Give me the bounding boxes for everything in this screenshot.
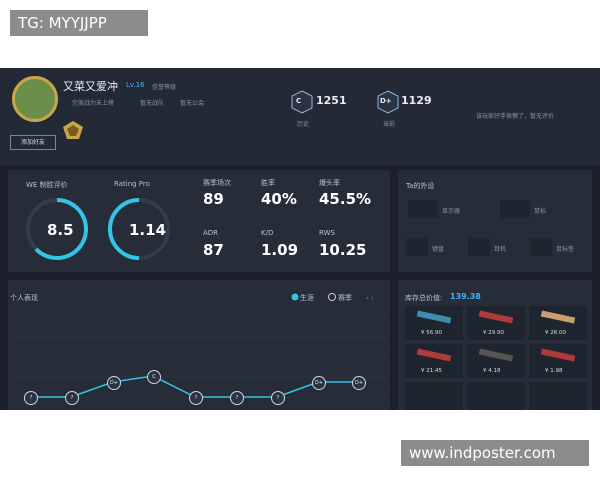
item-price: ¥ 21.45	[421, 368, 442, 374]
peripheral-image	[500, 200, 530, 218]
rank-icon	[377, 90, 399, 114]
rank-point: D+	[312, 376, 326, 390]
stat-label: RWS	[319, 229, 335, 237]
stat-value: 89	[203, 190, 224, 208]
legend-label[interactable]: 赛季	[338, 294, 352, 302]
stat-label: ADR	[203, 229, 219, 237]
rank-icon	[291, 90, 313, 114]
item-price: ¥ 26.00	[545, 330, 566, 336]
stat-label: 赛季场次	[203, 179, 231, 187]
peripheral-image	[408, 200, 438, 218]
item-card	[467, 306, 525, 340]
peripheral-label: 键盘	[432, 246, 445, 253]
credit-label: 信誉等级	[152, 84, 177, 91]
peripheral-image	[468, 238, 490, 256]
watermark: www.indposter.com	[401, 440, 589, 466]
item-card	[529, 306, 587, 340]
item-card	[529, 382, 587, 410]
peripheral-image	[406, 238, 428, 256]
gauge-value: 1.14	[129, 221, 167, 239]
peripheral-label: 显示器	[442, 208, 461, 215]
item-card	[405, 382, 463, 410]
performance-title: 个人表现	[10, 294, 38, 302]
rank-point: ?	[65, 391, 79, 405]
inventory-title: 库存总价值:	[405, 294, 443, 302]
review: 该玩家好手很懒了，暂无评价	[476, 113, 555, 120]
gauge-label: Rating Pro	[114, 180, 150, 188]
item-card	[405, 306, 463, 340]
inventory-total: 139.38	[450, 292, 481, 301]
gauge-value: 8.5	[47, 221, 74, 239]
add-friend-button[interactable]: 添加好友	[10, 135, 56, 150]
avatar	[12, 76, 58, 122]
rank-point: D+	[352, 376, 366, 390]
item-card	[467, 344, 525, 378]
rank-point: ?	[271, 391, 285, 405]
item-price: ¥ 1.98	[545, 368, 563, 374]
watermark: TG: MYYJJPP	[10, 10, 148, 36]
peripheral-label: 鼠标垫	[556, 246, 575, 253]
legend-label[interactable]: 生涯	[300, 294, 314, 302]
gauge-label: WE 制胜评价	[26, 181, 68, 189]
tag: 完美战力未上榜	[72, 100, 115, 107]
item-card	[529, 344, 587, 378]
svg-text:‹ ›: ‹ ›	[366, 294, 374, 302]
stat-value: 40%	[261, 190, 297, 208]
stat-value: 87	[203, 241, 224, 259]
tag: 暂无公会	[180, 100, 205, 107]
rank-point: C	[147, 370, 161, 384]
rank-point: ?	[189, 391, 203, 405]
rank-label: 当前	[383, 121, 396, 128]
item-price: ¥ 29.90	[483, 330, 504, 336]
item-card	[467, 382, 525, 410]
legend-icons: ‹ ›	[291, 293, 374, 302]
tag: 暂无战队	[140, 100, 165, 107]
performance-panel	[8, 280, 390, 410]
stat-label: K/D	[261, 229, 274, 237]
peripheral-label: 耳机	[494, 246, 507, 253]
rank-icon-text: C	[296, 97, 302, 105]
rank-score: 1251	[316, 94, 347, 107]
player-name: 又菜又爱冲	[63, 80, 118, 93]
rank-point: ?	[24, 391, 38, 405]
peripheral-label: 鼠标	[534, 208, 547, 215]
item-price: ¥ 56.90	[421, 330, 442, 336]
level: Lv.16	[126, 81, 145, 89]
badge	[63, 121, 83, 139]
stat-value: 10.25	[319, 241, 367, 259]
stat-value: 45.5%	[319, 190, 372, 208]
stat-label: 胜率	[261, 179, 275, 187]
rank-point: D+	[107, 376, 121, 390]
rank-point: ?	[230, 391, 244, 405]
peripherals-panel	[398, 170, 592, 272]
profile-header	[0, 68, 600, 165]
stat-label: 爆头率	[319, 179, 340, 187]
item-price: ¥ 4.18	[483, 368, 501, 374]
stat-value: 1.09	[261, 241, 299, 259]
item-card	[405, 344, 463, 378]
gauges	[26, 198, 170, 260]
rank-score: 1129	[401, 94, 432, 107]
peripherals-title: Ta的外设	[406, 182, 435, 190]
rank-icon-text: D+	[380, 97, 392, 105]
rank-label: 历史	[297, 121, 310, 128]
peripheral-image	[530, 238, 552, 256]
